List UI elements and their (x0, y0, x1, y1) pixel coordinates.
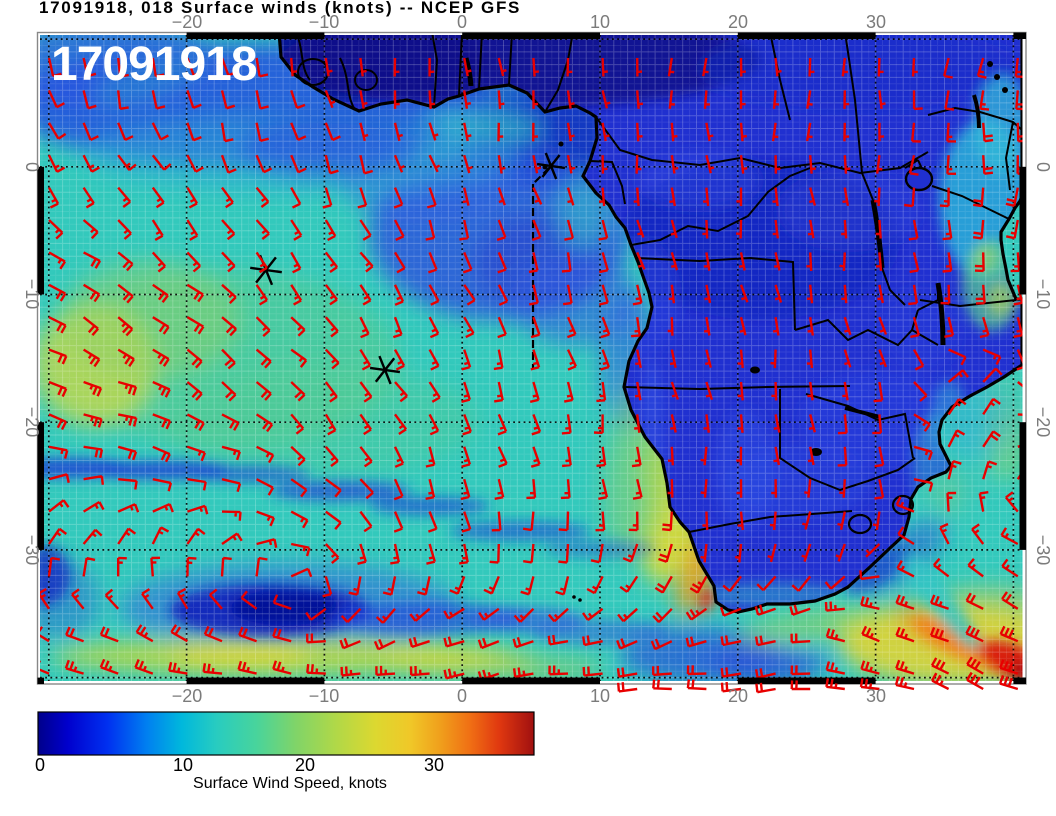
svg-text:Surface Wind Speed, knots: Surface Wind Speed, knots (193, 775, 387, 792)
svg-text:0: 0 (35, 755, 45, 775)
svg-text:−20: −20 (172, 686, 203, 706)
svg-text:−30: −30 (1033, 535, 1053, 566)
svg-text:−20: −20 (172, 12, 203, 32)
svg-text:−30: −30 (22, 535, 42, 566)
svg-text:30: 30 (866, 686, 886, 706)
svg-text:0: 0 (22, 162, 42, 172)
svg-text:17091918, 018 Surface winds (k: 17091918, 018 Surface winds (knots) -- N… (39, 0, 521, 17)
svg-text:−20: −20 (1033, 407, 1053, 438)
svg-text:17091918: 17091918 (51, 38, 257, 91)
svg-text:20: 20 (728, 12, 748, 32)
svg-text:30: 30 (424, 755, 444, 775)
svg-text:−10: −10 (309, 686, 340, 706)
svg-text:20: 20 (295, 755, 315, 775)
svg-text:0: 0 (457, 686, 467, 706)
svg-text:10: 10 (590, 686, 610, 706)
svg-text:30: 30 (866, 12, 886, 32)
svg-text:−10: −10 (309, 12, 340, 32)
svg-text:−20: −20 (22, 407, 42, 438)
svg-text:0: 0 (1033, 162, 1053, 172)
svg-text:−10: −10 (1033, 279, 1053, 310)
svg-text:20: 20 (728, 686, 748, 706)
svg-text:10: 10 (590, 12, 610, 32)
svg-text:−10: −10 (22, 279, 42, 310)
svg-text:10: 10 (173, 755, 193, 775)
svg-text:0: 0 (457, 12, 467, 32)
